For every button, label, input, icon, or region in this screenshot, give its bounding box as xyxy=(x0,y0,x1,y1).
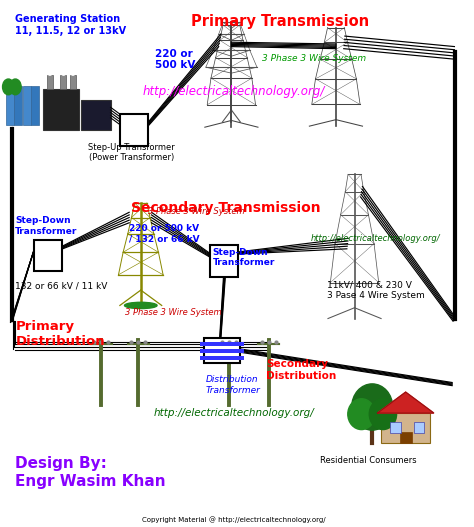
Text: 3 Phase 3 Wire System: 3 Phase 3 Wire System xyxy=(148,208,245,217)
Text: 3 Phase 3 Wire System: 3 Phase 3 Wire System xyxy=(125,308,221,317)
Text: Residential Consumers: Residential Consumers xyxy=(320,456,417,465)
Ellipse shape xyxy=(2,79,14,95)
Bar xyxy=(390,422,401,433)
Text: Step-Down
Transformer: Step-Down Transformer xyxy=(15,216,78,236)
Text: Primary Transmission: Primary Transmission xyxy=(191,15,369,30)
Text: 3 Phase 3 Wire System: 3 Phase 3 Wire System xyxy=(262,54,366,63)
Bar xyxy=(204,338,240,363)
Bar xyxy=(200,342,245,346)
Ellipse shape xyxy=(60,66,67,75)
Text: Secondary Transmission: Secondary Transmission xyxy=(131,201,321,214)
Text: Primary
Distribution: Primary Distribution xyxy=(15,319,105,348)
Bar xyxy=(414,422,424,433)
Circle shape xyxy=(352,384,392,430)
Bar xyxy=(43,89,79,130)
Bar xyxy=(23,86,31,124)
Text: 132 or 66 kV / 11 kV: 132 or 66 kV / 11 kV xyxy=(15,282,108,291)
Bar xyxy=(210,245,238,277)
Text: Generating Station
11, 11.5, 12 or 13kV: Generating Station 11, 11.5, 12 or 13kV xyxy=(15,15,127,36)
Text: Copyright Material @ http://electricaltechnology.org/: Copyright Material @ http://electricalte… xyxy=(142,516,326,523)
Ellipse shape xyxy=(50,62,55,69)
Bar xyxy=(47,75,53,89)
Text: Step-Down
Transformer: Step-Down Transformer xyxy=(213,248,275,267)
Text: http://electricaltechnology.org/: http://electricaltechnology.org/ xyxy=(143,85,325,98)
Bar xyxy=(34,240,62,271)
Text: Secondary
Distribution: Secondary Distribution xyxy=(266,359,337,381)
Bar xyxy=(6,86,14,124)
Text: 11kV/ 400 & 230 V
3 Pase 4 Wire System: 11kV/ 400 & 230 V 3 Pase 4 Wire System xyxy=(327,281,424,300)
Bar xyxy=(31,86,39,124)
Bar xyxy=(120,114,148,145)
Ellipse shape xyxy=(9,79,21,95)
Bar xyxy=(400,432,412,443)
Text: 220 or
500 kV: 220 or 500 kV xyxy=(155,48,195,70)
Text: Design By:
Engr Wasim Khan: Design By: Engr Wasim Khan xyxy=(15,456,166,489)
Polygon shape xyxy=(377,392,434,413)
Bar xyxy=(70,75,75,89)
Bar xyxy=(60,75,66,89)
Bar xyxy=(82,100,110,130)
Bar xyxy=(14,86,22,124)
Circle shape xyxy=(348,399,375,430)
Text: 220 or 500 kV
/ 132 or 66 kV: 220 or 500 kV / 132 or 66 kV xyxy=(129,224,200,243)
Circle shape xyxy=(369,399,397,430)
Bar xyxy=(200,349,245,353)
Bar xyxy=(200,356,245,360)
Ellipse shape xyxy=(125,302,157,309)
Text: http://electricaltechnology.org/: http://electricaltechnology.org/ xyxy=(310,234,440,243)
Ellipse shape xyxy=(70,66,76,75)
Bar xyxy=(381,413,430,443)
Text: Step-Up Transformer
(Power Transformer): Step-Up Transformer (Power Transformer) xyxy=(88,143,175,162)
Text: http://electricaltechnology.org/: http://electricaltechnology.org/ xyxy=(154,408,314,418)
Ellipse shape xyxy=(73,62,78,69)
Ellipse shape xyxy=(63,62,68,69)
Text: Distribution
Transformer: Distribution Transformer xyxy=(206,375,261,395)
Ellipse shape xyxy=(47,66,53,75)
